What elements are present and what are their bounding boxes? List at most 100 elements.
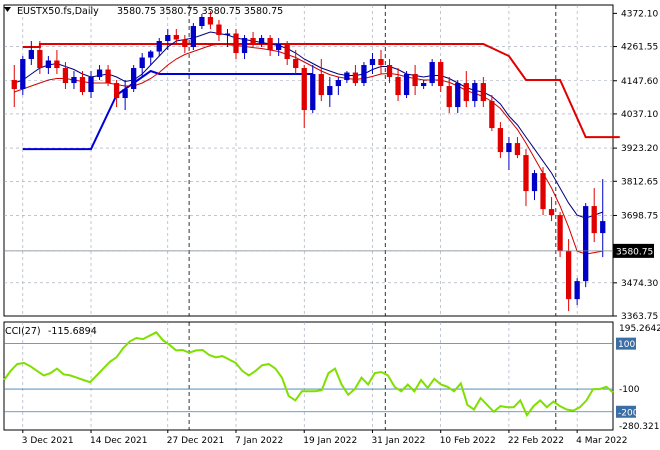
cci-level-tag-label: -200 xyxy=(618,408,639,418)
candle-body[interactable] xyxy=(241,38,248,54)
candle-body[interactable] xyxy=(557,215,563,252)
candle-body[interactable] xyxy=(386,65,393,78)
candle-body[interactable] xyxy=(71,77,77,84)
price-axis-tick-label: 3474.30 xyxy=(621,279,658,289)
price-axis-tick-label: 4372.10 xyxy=(621,9,658,19)
chart-ohlc-values: 3580.75 3580.75 3580.75 3580.75 xyxy=(117,6,283,17)
candle-body[interactable] xyxy=(233,33,239,54)
candle-body[interactable] xyxy=(156,41,162,52)
candle-body[interactable] xyxy=(310,74,316,111)
x-axis-date-label: 4 Mar 2022 xyxy=(576,436,627,446)
candle-body[interactable] xyxy=(224,33,231,36)
cci-pane[interactable] xyxy=(3,331,614,418)
candle-body[interactable] xyxy=(369,59,376,66)
moving-average-slow[interactable] xyxy=(14,43,603,255)
candle-body[interactable] xyxy=(258,38,265,45)
candle-body[interactable] xyxy=(96,69,103,78)
candle-body[interactable] xyxy=(335,80,341,87)
x-axis-date-label: 31 Jan 2022 xyxy=(371,436,425,446)
candle-body[interactable] xyxy=(531,173,538,192)
candle-body[interactable] xyxy=(548,209,555,216)
candle-body[interactable] xyxy=(403,74,410,96)
candle-body[interactable] xyxy=(318,74,324,96)
candle-body[interactable] xyxy=(190,26,197,48)
candle-body[interactable] xyxy=(45,60,52,69)
candle-body[interactable] xyxy=(429,62,435,84)
cci-title: CCI(27) xyxy=(5,326,41,337)
candle-body[interactable] xyxy=(395,77,401,96)
candle-body[interactable] xyxy=(455,83,461,108)
candle-body[interactable] xyxy=(267,38,273,51)
candle-body[interactable] xyxy=(79,77,86,93)
cci-axis-tick-label: 195.2642 xyxy=(619,324,660,334)
price-axis-tick-label: 3812.65 xyxy=(621,177,658,187)
price-axis-tick-label: 4037.10 xyxy=(621,110,658,120)
candle-body[interactable] xyxy=(600,221,606,234)
candle-body[interactable] xyxy=(506,143,512,153)
x-axis-date-label: 22 Feb 2022 xyxy=(508,436,564,446)
price-axis-tick-label: 3923.20 xyxy=(621,144,658,154)
cci-value: -115.6894 xyxy=(48,326,97,337)
candle-body[interactable] xyxy=(301,68,307,111)
candle-body[interactable] xyxy=(284,44,290,60)
price-axis-tick-label: 4261.55 xyxy=(621,43,658,53)
candle-body[interactable] xyxy=(540,173,546,210)
cci-level-tag xyxy=(616,405,636,418)
candle-body[interactable] xyxy=(54,60,60,69)
candle-body[interactable] xyxy=(182,39,188,48)
candle-body[interactable] xyxy=(37,50,43,69)
price-pane[interactable] xyxy=(4,11,620,312)
candle-body[interactable] xyxy=(583,206,589,282)
current-price-tag xyxy=(613,243,654,258)
candle-body[interactable] xyxy=(11,80,17,90)
candle-body[interactable] xyxy=(463,83,469,102)
candle-body[interactable] xyxy=(565,251,572,300)
x-axis-date-label: 3 Dec 2021 xyxy=(22,436,74,446)
cci-level-tag xyxy=(616,337,636,350)
candle-body[interactable] xyxy=(148,51,154,58)
cci-line[interactable] xyxy=(3,331,614,418)
price-pane-frame xyxy=(3,4,614,317)
candle-body[interactable] xyxy=(216,24,222,36)
candle-body[interactable] xyxy=(62,68,69,84)
candle-body[interactable] xyxy=(523,155,529,192)
candle-body[interactable] xyxy=(480,83,486,102)
candle-body[interactable] xyxy=(131,68,137,90)
candle-body[interactable] xyxy=(105,69,111,84)
candle-body[interactable] xyxy=(378,59,384,66)
candle-body[interactable] xyxy=(139,57,145,69)
candle-body[interactable] xyxy=(327,86,333,96)
x-axis-date-label: 14 Dec 2021 xyxy=(90,436,147,446)
candle-body[interactable] xyxy=(276,44,282,51)
candle-body[interactable] xyxy=(514,143,521,156)
candle-body[interactable] xyxy=(250,38,256,45)
candle-body[interactable] xyxy=(472,83,478,102)
candle-body[interactable] xyxy=(173,35,179,40)
candle-body[interactable] xyxy=(591,206,597,234)
candle-body[interactable] xyxy=(88,77,94,93)
candle-body[interactable] xyxy=(199,17,205,27)
candle-body[interactable] xyxy=(113,83,120,99)
candle-body[interactable] xyxy=(207,17,214,25)
candle-body[interactable] xyxy=(497,128,504,153)
candle-body[interactable] xyxy=(412,74,418,87)
candle-body[interactable] xyxy=(165,35,171,42)
collapse-triangle-icon[interactable] xyxy=(4,7,11,12)
candle-body[interactable] xyxy=(361,65,367,84)
candle-body[interactable] xyxy=(574,281,580,300)
moving-average-fast[interactable] xyxy=(14,31,603,219)
price-axis-tick-label: 4147.60 xyxy=(621,77,658,87)
x-axis-date-label: 7 Jan 2022 xyxy=(235,436,283,446)
candle-body[interactable] xyxy=(438,62,444,87)
candle-body[interactable] xyxy=(446,86,452,108)
candle-body[interactable] xyxy=(489,101,495,129)
candle-body[interactable] xyxy=(352,72,359,84)
candle-body[interactable] xyxy=(344,72,350,81)
candle-body[interactable] xyxy=(122,89,128,99)
x-axis-date-label: 10 Feb 2022 xyxy=(440,436,496,446)
candle-body[interactable] xyxy=(28,50,34,60)
candle-body[interactable] xyxy=(20,59,26,90)
candle-body[interactable] xyxy=(420,83,427,87)
candle-body[interactable] xyxy=(293,59,299,69)
